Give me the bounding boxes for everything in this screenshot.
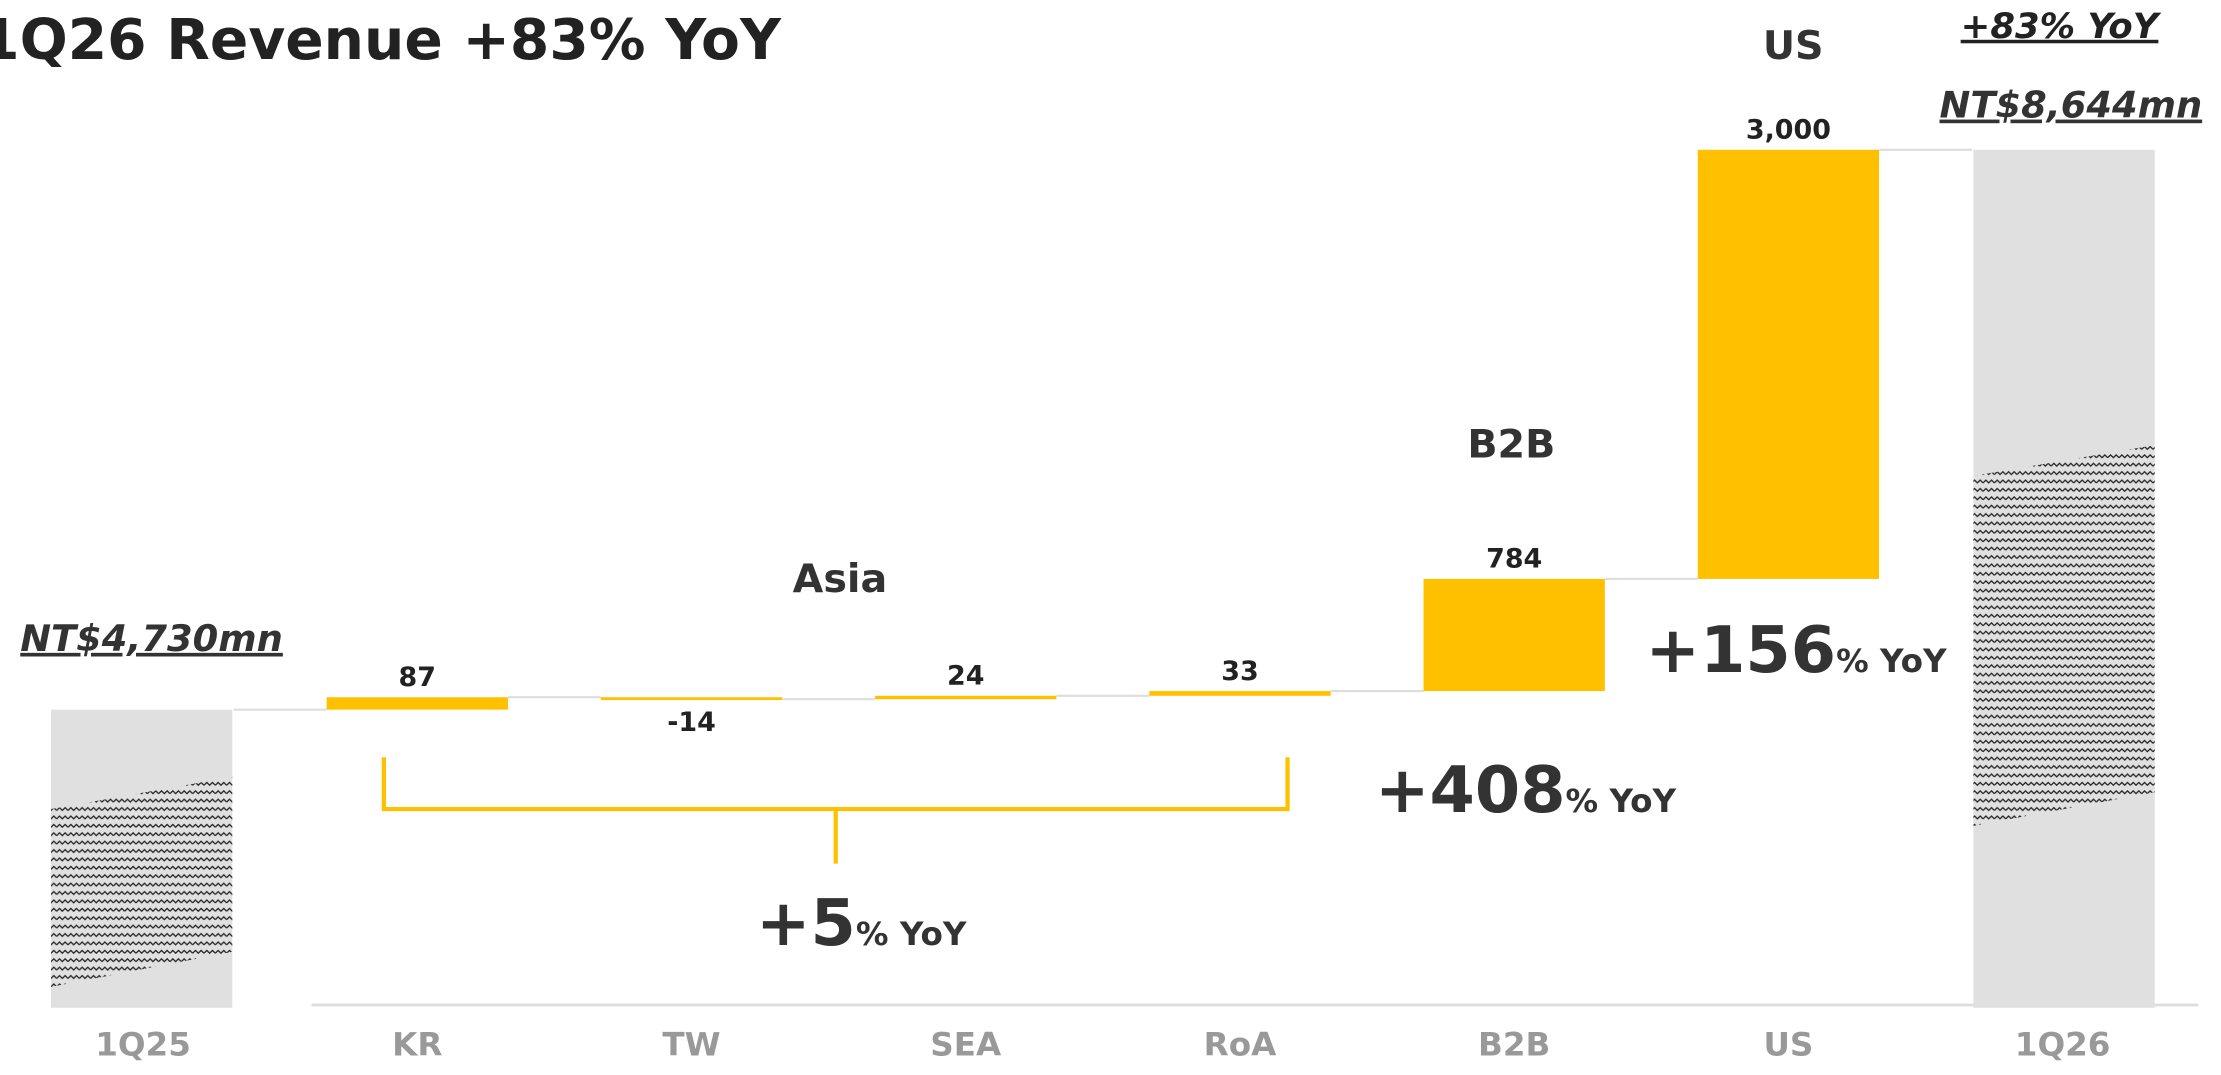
growth-value: +5 xyxy=(756,886,856,961)
bar xyxy=(326,697,508,710)
x-tick-label: SEA xyxy=(930,1026,1001,1064)
data-label: 3,000 xyxy=(1746,115,1831,146)
growth-value: +408 xyxy=(1375,753,1566,828)
chart-title: 1Q26 Revenue +83% YoY xyxy=(0,8,782,73)
asia-bracket xyxy=(381,757,1290,864)
group-growth: +156% YoY xyxy=(1646,613,1948,688)
growth-unit: % YoY xyxy=(856,915,967,953)
bar xyxy=(1149,691,1331,696)
data-label: 24 xyxy=(947,661,984,692)
group-growth: +408% YoY xyxy=(1375,753,1677,828)
axis-break xyxy=(50,776,233,987)
growth-value: +156 xyxy=(1646,613,1837,688)
bar xyxy=(1697,149,1880,579)
bar xyxy=(1423,578,1605,692)
data-label: 87 xyxy=(399,662,436,693)
total-change: +83% YoY xyxy=(1961,6,2162,47)
group-growth: +5% YoY xyxy=(756,886,967,961)
growth-unit: % YoY xyxy=(1566,782,1677,820)
total-label: NT$8,644mn xyxy=(1940,84,2203,127)
x-tick-label: US xyxy=(1763,1026,1813,1064)
total-label: NT$4,730mn xyxy=(20,617,283,660)
group-label: US xyxy=(1763,23,1824,69)
growth-unit: % YoY xyxy=(1836,642,1947,680)
data-label: 784 xyxy=(1486,544,1542,575)
bar xyxy=(875,695,1057,700)
group-label: B2B xyxy=(1467,422,1555,468)
x-tick-label: KR xyxy=(392,1026,442,1064)
x-tick-label: B2B xyxy=(1478,1026,1550,1064)
x-tick-label: 1Q26 xyxy=(2015,1026,2111,1064)
group-label: Asia xyxy=(793,556,888,602)
x-tick-label: TW xyxy=(662,1026,720,1064)
data-label: -14 xyxy=(667,707,716,738)
x-tick-label: RoA xyxy=(1204,1026,1277,1064)
x-tick-label: 1Q25 xyxy=(95,1026,191,1064)
bar xyxy=(600,697,783,701)
data-label: 33 xyxy=(1221,656,1258,687)
axis-break xyxy=(1973,445,2155,826)
